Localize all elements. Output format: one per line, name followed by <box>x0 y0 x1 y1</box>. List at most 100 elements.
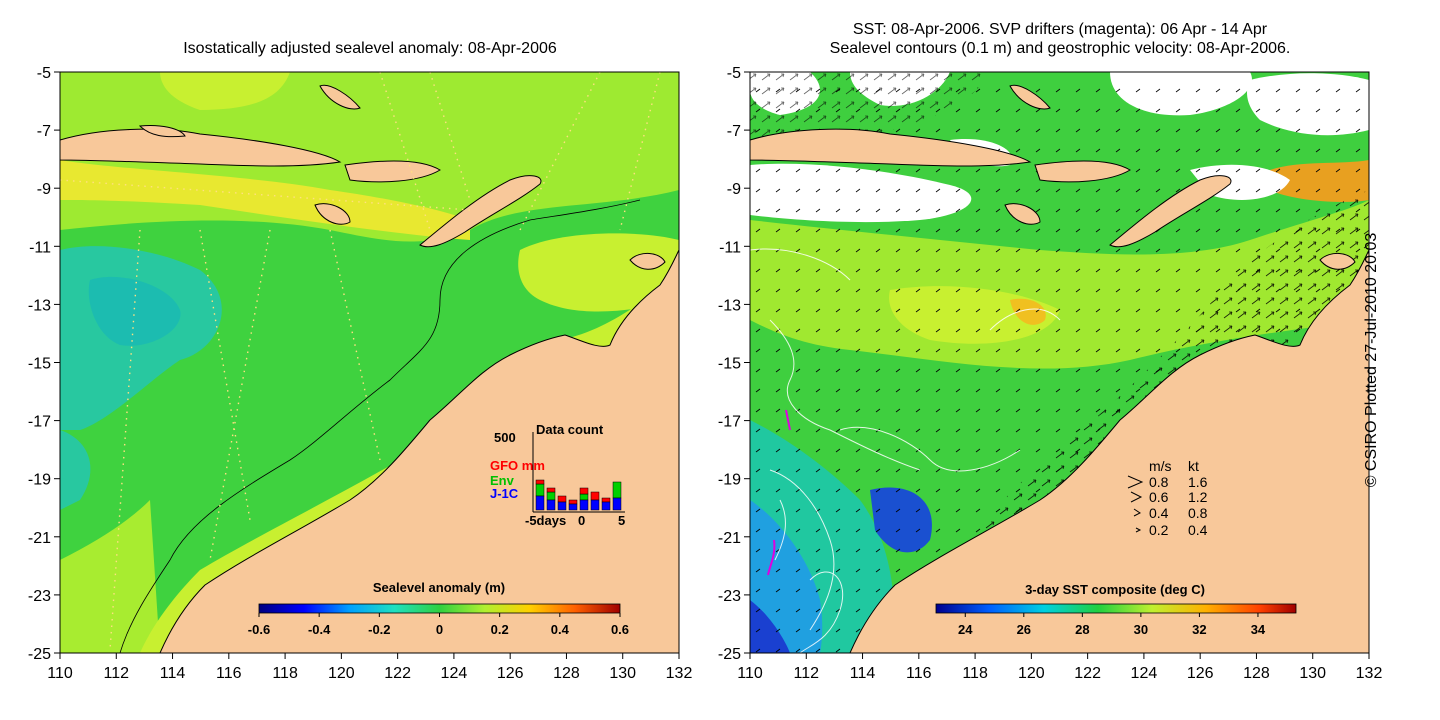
velocity-key-kt-04: 0.4 <box>1188 522 1208 538</box>
right-lat-label: -21 <box>718 530 741 547</box>
right-lon-label: 130 <box>1299 665 1326 682</box>
left-lat-label: -23 <box>28 588 51 605</box>
left-lat-label: -21 <box>28 530 51 547</box>
velocity-key-kt-16: 1.6 <box>1188 474 1208 490</box>
left-map-title: Isostatically adjusted sealevel anomaly:… <box>183 40 557 57</box>
right-lat-label: -19 <box>718 472 741 489</box>
velocity-key-ms-06: 0.6 <box>1149 489 1169 505</box>
svp-drifter-tracks <box>767 409 791 576</box>
sla-colorbar-tick-label: 0.2 <box>491 622 509 637</box>
right-lat-label: -15 <box>718 356 741 373</box>
sla-colorbar: Sealevel anomaly (m) -0.6 -0.4 -0.2 0 0.2 0.4… <box>248 580 629 637</box>
right-lon-label: 116 <box>906 665 932 682</box>
legend-env: Env <box>490 473 515 488</box>
right-map-axes: 110 112 114 116 118 120 122 124 126 128 130 132 -5 -7… <box>718 65 1383 682</box>
right-sst-map: 110 112 114 116 118 120 122 124 126 128 130 132 -5 -7… <box>718 65 1383 682</box>
right-lon-label: 122 <box>1074 665 1101 682</box>
sealevel-contours <box>750 248 1061 653</box>
sst-colorbar-tick-label: 32 <box>1192 622 1206 637</box>
left-lon-label: 128 <box>553 665 580 682</box>
left-lon-label: 122 <box>384 665 411 682</box>
left-map-field <box>60 72 679 653</box>
right-lon-label: 112 <box>794 665 820 682</box>
velocity-key-arrow-08 <box>1127 475 1144 489</box>
data-count-xlabel-end: 5 <box>618 513 625 528</box>
velocity-key: m/s kt 0.8 1.6 0.6 1.2 0.4 0.8 0.2 0.4 <box>1127 458 1208 538</box>
left-lat-label: -25 <box>28 646 51 663</box>
sst-colorbar-tick-label: 26 <box>1017 622 1031 637</box>
right-lat-label: -11 <box>719 239 741 256</box>
right-lon-label: 110 <box>737 665 763 682</box>
sla-colorbar-tick-label: -0.2 <box>368 622 390 637</box>
left-lon-label: 120 <box>328 665 355 682</box>
left-lon-label: 112 <box>104 665 130 682</box>
left-lat-label: -15 <box>28 356 51 373</box>
left-lon-label: 114 <box>160 665 186 682</box>
credit-text: © CSIRO Plotted 27-Jul-2010 20:03 <box>1363 232 1380 488</box>
data-count-title: Data count <box>536 422 604 437</box>
sla-colorbar-tick-label: -0.4 <box>308 622 331 637</box>
altimeter-tracks <box>60 72 661 651</box>
data-count-xlabel-mid: 0 <box>578 513 585 528</box>
left-lon-label: 110 <box>47 665 73 682</box>
right-map-title-line1: SST: 08-Apr-2006. SVP drifters (magenta)… <box>852 21 1268 38</box>
data-count-xlabel-start: -5days <box>525 513 566 528</box>
velocity-key-header-kt: kt <box>1188 458 1199 474</box>
data-count-inset: Data count 500 GFO mm Env J-1C <box>490 422 625 528</box>
left-lon-label: 124 <box>441 665 468 682</box>
left-lon-label: 126 <box>497 665 524 682</box>
data-count-ymax: 500 <box>494 430 516 445</box>
data-count-bars <box>535 479 622 511</box>
right-lon-label: 126 <box>1187 665 1214 682</box>
left-lon-label: 132 <box>666 665 693 682</box>
right-lon-label: 118 <box>962 665 988 682</box>
right-map-title-line2: Sealevel contours (0.1 m) and geostrophi… <box>829 40 1291 57</box>
right-lon-label: 114 <box>850 665 876 682</box>
velocity-key-ms-02: 0.2 <box>1149 522 1169 538</box>
velocity-key-arrow-06 <box>1130 491 1143 503</box>
velocity-key-ms-08: 0.8 <box>1149 474 1169 490</box>
velocity-key-header-ms: m/s <box>1149 458 1172 474</box>
left-lat-label: -19 <box>28 472 51 489</box>
sst-colorbar-label: 3-day SST composite (deg C) <box>1025 582 1205 597</box>
velocity-key-arrow-02 <box>1135 527 1142 533</box>
sst-colorbar-tick-label: 30 <box>1134 622 1148 637</box>
right-lat-label: -17 <box>718 414 741 431</box>
velocity-key-arrow-04 <box>1133 508 1141 517</box>
sla-colorbar-tick-label: -0.6 <box>248 622 270 637</box>
left-lat-label: -13 <box>28 297 51 314</box>
right-map-field <box>750 72 1369 653</box>
right-lon-label: 124 <box>1131 665 1158 682</box>
right-lon-label: 128 <box>1243 665 1270 682</box>
right-lat-label: -7 <box>727 123 741 140</box>
right-lat-label: -9 <box>727 181 741 198</box>
left-sealevel-map: 110 112 114 116 118 120 122 124 126 128 130 132 -5 -7… <box>28 65 693 682</box>
legend-gfo: GFO mm <box>490 458 545 473</box>
left-lat-label: -17 <box>28 414 51 431</box>
left-lat-label: -9 <box>37 181 51 198</box>
legend-j1c: J-1C <box>490 486 519 501</box>
sla-colorbar-label: Sealevel anomaly (m) <box>373 580 505 595</box>
right-lat-label: -25 <box>718 646 741 663</box>
left-lat-label: -7 <box>37 123 51 140</box>
velocity-key-kt-12: 1.2 <box>1188 489 1208 505</box>
right-lat-label: -23 <box>718 588 741 605</box>
right-lon-label: 132 <box>1356 665 1383 682</box>
left-lat-label: -5 <box>37 65 51 82</box>
right-lon-label: 120 <box>1018 665 1045 682</box>
right-lat-label: -5 <box>727 65 741 82</box>
sst-colorbar-tick-label: 24 <box>958 622 973 637</box>
velocity-key-kt-08: 0.8 <box>1188 505 1208 521</box>
sla-colorbar-tick-label: 0 <box>436 622 443 637</box>
left-lon-label: 130 <box>609 665 636 682</box>
left-map-axes: 110 112 114 116 118 120 122 124 126 128 130 132 -5 -7… <box>28 65 693 682</box>
sla-colorbar-tick-label: 0.6 <box>611 622 629 637</box>
left-lon-label: 118 <box>272 665 298 682</box>
sst-colorbar-tick-label: 28 <box>1075 622 1089 637</box>
right-lat-label: -13 <box>718 297 741 314</box>
velocity-key-ms-04: 0.4 <box>1149 505 1169 521</box>
sst-colorbar: 3-day SST composite (deg C) 24 26 28 30 32 34 <box>935 582 1297 637</box>
left-lon-label: 116 <box>216 665 242 682</box>
sla-colorbar-tick-label: 0.4 <box>551 622 570 637</box>
left-lat-label: -11 <box>29 239 51 256</box>
